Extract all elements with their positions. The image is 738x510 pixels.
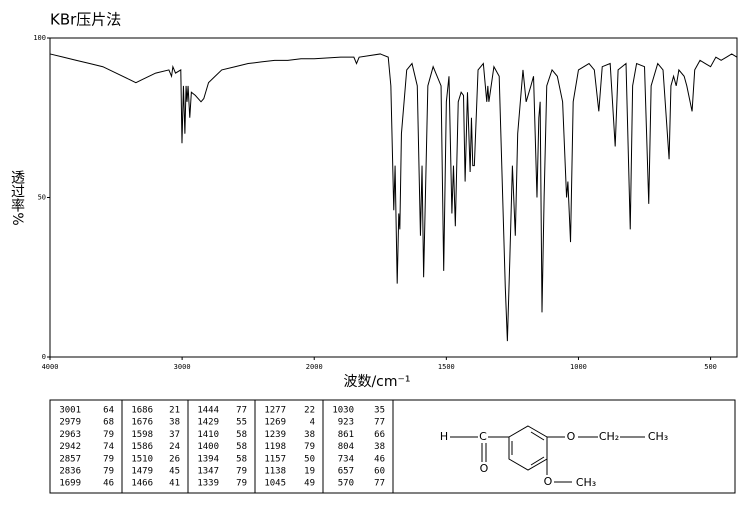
peak-transmittance: 24 <box>169 442 180 452</box>
peak-transmittance: 38 <box>169 418 180 428</box>
peak-wavenumber: 1676 <box>131 418 153 428</box>
peak-transmittance: 64 <box>103 406 114 416</box>
peak-wavenumber: 570 <box>338 479 354 489</box>
peak-transmittance: 4 <box>310 418 315 428</box>
peak-transmittance: 45 <box>169 467 180 477</box>
peak-transmittance: 49 <box>304 479 315 489</box>
peak-transmittance: 77 <box>236 406 247 416</box>
peak-transmittance: 79 <box>304 442 315 452</box>
peak-transmittance: 79 <box>103 467 114 477</box>
peak-wavenumber: 923 <box>338 418 354 428</box>
peak-wavenumber: 1466 <box>131 479 153 489</box>
peak-wavenumber: 1429 <box>197 418 219 428</box>
peak-wavenumber: 1394 <box>197 454 219 464</box>
atom-label: CH₃ <box>648 430 668 443</box>
y-axis-label: 透过率% <box>9 170 25 225</box>
structure-bonds <box>450 425 645 483</box>
x-tick-label: 4000 <box>42 363 59 371</box>
peak-wavenumber: 1239 <box>264 430 286 440</box>
peak-transmittance: 37 <box>169 430 180 440</box>
peak-wavenumber: 1269 <box>264 418 286 428</box>
peak-wavenumber: 1157 <box>264 454 286 464</box>
peak-wavenumber: 1198 <box>264 442 286 452</box>
peak-transmittance: 26 <box>169 454 180 464</box>
atom-label: C <box>479 430 487 443</box>
x-tick-label: 3000 <box>174 363 191 371</box>
peak-transmittance: 38 <box>304 430 315 440</box>
peak-transmittance: 46 <box>103 479 114 489</box>
peak-transmittance: 21 <box>169 406 180 416</box>
peak-transmittance: 79 <box>103 430 114 440</box>
peak-transmittance: 46 <box>374 454 385 464</box>
peak-wavenumber: 804 <box>338 442 354 452</box>
peak-wavenumber: 1598 <box>131 430 153 440</box>
peak-transmittance: 35 <box>374 406 385 416</box>
atom-label: O <box>567 430 576 443</box>
peak-transmittance: 19 <box>304 467 315 477</box>
chart-title: KBr压片法 <box>50 11 121 29</box>
peak-wavenumber: 2857 <box>59 454 81 464</box>
peak-wavenumber: 1339 <box>197 479 219 489</box>
x-tick-label: 2000 <box>306 363 323 371</box>
peak-wavenumber: 1277 <box>264 406 286 416</box>
peak-transmittance: 38 <box>374 442 385 452</box>
x-tick-label: 1000 <box>570 363 587 371</box>
peak-transmittance: 58 <box>236 454 247 464</box>
x-tick-label: 1500 <box>438 363 455 371</box>
peak-transmittance: 77 <box>374 418 385 428</box>
peak-transmittance: 60 <box>374 467 385 477</box>
peak-wavenumber: 2963 <box>59 430 81 440</box>
peak-wavenumber: 1045 <box>264 479 286 489</box>
peak-transmittance: 58 <box>236 430 247 440</box>
peak-wavenumber: 3001 <box>59 406 81 416</box>
peak-wavenumber: 1479 <box>131 467 153 477</box>
spectrum-line <box>49 53 738 342</box>
peak-wavenumber: 2979 <box>59 418 81 428</box>
peak-wavenumber: 1699 <box>59 479 81 489</box>
peak-wavenumber: 734 <box>338 454 354 464</box>
peak-wavenumber: 1686 <box>131 406 153 416</box>
peak-wavenumber: 1510 <box>131 454 153 464</box>
atom-label: CH₂ <box>599 430 619 443</box>
peak-wavenumber: 1586 <box>131 442 153 452</box>
peak-transmittance: 79 <box>236 467 247 477</box>
peak-wavenumber: 861 <box>338 430 354 440</box>
peak-transmittance: 79 <box>236 479 247 489</box>
y-tick-label: 0 <box>42 353 46 361</box>
y-tick-label: 100 <box>33 34 46 42</box>
peak-transmittance: 55 <box>236 418 247 428</box>
peak-transmittance: 79 <box>103 454 114 464</box>
peak-transmittance: 22 <box>304 406 315 416</box>
y-tick-label: 50 <box>38 194 46 202</box>
atom-label: O <box>544 475 553 488</box>
peak-wavenumber: 1030 <box>332 406 354 416</box>
atom-label: O <box>480 462 489 475</box>
peak-transmittance: 68 <box>103 418 114 428</box>
peak-wavenumber: 2836 <box>59 467 81 477</box>
atom-label: CH₃ <box>576 476 596 489</box>
peak-wavenumber: 1400 <box>197 442 219 452</box>
x-axis-label: 波数/cm⁻¹ <box>343 374 410 390</box>
peak-wavenumber: 1138 <box>264 467 286 477</box>
peak-transmittance: 66 <box>374 430 385 440</box>
peak-transmittance: 50 <box>304 454 315 464</box>
peak-transmittance: 58 <box>236 442 247 452</box>
peak-transmittance: 41 <box>169 479 180 489</box>
peak-wavenumber: 1410 <box>197 430 219 440</box>
x-tick-label: 500 <box>704 363 717 371</box>
atom-label: H <box>440 430 448 443</box>
peak-wavenumber: 1347 <box>197 467 219 477</box>
peak-transmittance: 74 <box>103 442 114 452</box>
peak-wavenumber: 2942 <box>59 442 81 452</box>
peak-wavenumber: 1444 <box>197 406 219 416</box>
structure-frame <box>392 399 736 494</box>
peak-transmittance: 77 <box>374 479 385 489</box>
peak-wavenumber: 657 <box>338 467 354 477</box>
